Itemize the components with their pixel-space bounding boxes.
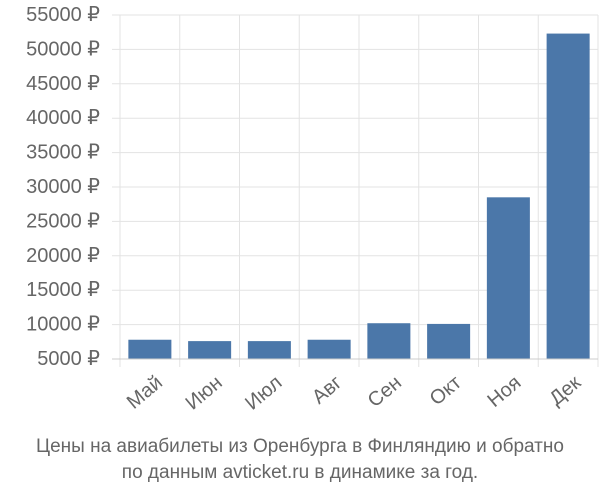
x-tick-label: Дек bbox=[545, 371, 585, 409]
y-tick-label: 50000 ₽ bbox=[26, 38, 100, 60]
y-tick-label: 20000 ₽ bbox=[26, 245, 100, 267]
y-tick-label: 40000 ₽ bbox=[26, 107, 100, 129]
y-tick-label: 45000 ₽ bbox=[26, 73, 100, 95]
y-axis-tick-labels: 5000 ₽ 10000 ₽ 15000 ₽ 20000 ₽ 25000 ₽ 30000 … bbox=[26, 4, 100, 370]
y-tick-label: 55000 ₽ bbox=[26, 4, 100, 26]
bar-1 bbox=[128, 339, 172, 359]
x-axis-tick-labels: Май Июн Июл Авг Сен Окт Ноя Дек bbox=[123, 371, 586, 414]
chart-caption-line-1: Цены на авиабилеты из Оренбурга в Финлян… bbox=[36, 436, 564, 457]
y-tick-label: 35000 ₽ bbox=[26, 142, 100, 164]
bar-5 bbox=[367, 323, 411, 359]
bar-4 bbox=[307, 339, 351, 359]
x-tick-label: Май bbox=[123, 372, 167, 414]
bar-3 bbox=[247, 341, 291, 359]
bars bbox=[128, 33, 590, 360]
bar-chart: 5000 ₽ 10000 ₽ 15000 ₽ 20000 ₽ 25000 ₽ 30000 … bbox=[26, 4, 599, 415]
bar-7 bbox=[486, 197, 530, 359]
bar-8 bbox=[546, 33, 590, 360]
chart-caption-line-2: по данным avticket.ru в динамике за год. bbox=[121, 462, 479, 483]
x-tick-label: Ноя bbox=[483, 372, 525, 412]
y-tick-label: 10000 ₽ bbox=[26, 314, 100, 336]
y-tick-label: 25000 ₽ bbox=[26, 210, 100, 232]
y-tick-label: 15000 ₽ bbox=[26, 279, 100, 301]
x-tick-label: Сен bbox=[364, 372, 406, 412]
x-tick-label: Июл bbox=[241, 372, 286, 415]
x-tick-label: Июн bbox=[182, 372, 227, 415]
bar-2 bbox=[188, 341, 232, 359]
grid-lines bbox=[112, 14, 599, 367]
y-tick-label: 30000 ₽ bbox=[26, 176, 100, 198]
bar-6 bbox=[427, 323, 471, 359]
x-tick-label: Окт bbox=[426, 372, 466, 411]
x-tick-label: Авг bbox=[308, 372, 346, 409]
y-tick-label: 5000 ₽ bbox=[37, 348, 100, 370]
